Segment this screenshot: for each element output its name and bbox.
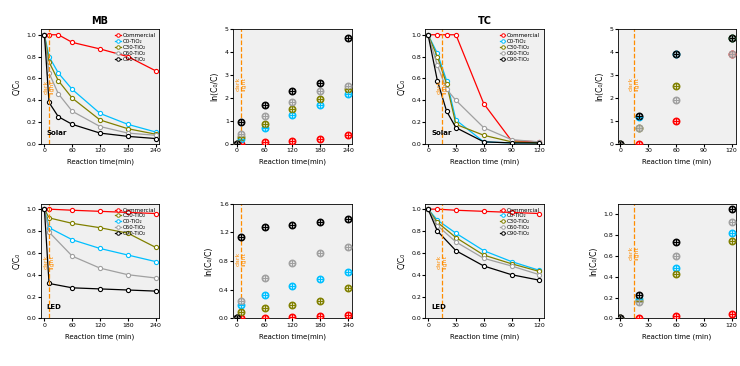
- Text: light: light: [50, 80, 54, 94]
- Text: dark: dark: [437, 80, 442, 94]
- Y-axis label: ln(C₀/C): ln(C₀/C): [595, 72, 604, 101]
- Text: dark: dark: [44, 80, 49, 94]
- Text: TC: TC: [477, 16, 491, 26]
- X-axis label: Reaction time (min): Reaction time (min): [65, 333, 135, 340]
- Text: light: light: [50, 255, 54, 269]
- Text: Solar: Solar: [47, 130, 67, 136]
- X-axis label: Reaction time(min): Reaction time(min): [259, 159, 326, 165]
- Y-axis label: ln(C₀/C): ln(C₀/C): [210, 72, 219, 101]
- Text: LED: LED: [47, 304, 61, 310]
- Text: dark: dark: [44, 254, 49, 269]
- Y-axis label: ln(C₀/C): ln(C₀/C): [204, 246, 213, 276]
- Text: dark: dark: [629, 77, 634, 92]
- Text: light: light: [241, 77, 246, 92]
- Legend: Commercial, C0-TiO₂, C30-TiO₂, C60-TiO₂, C90-TiO₂: Commercial, C0-TiO₂, C30-TiO₂, C60-TiO₂,…: [499, 206, 541, 237]
- Text: dark: dark: [629, 246, 634, 261]
- Text: dark: dark: [236, 77, 241, 92]
- X-axis label: Reaction time(min): Reaction time(min): [67, 159, 133, 165]
- Y-axis label: C/C₀: C/C₀: [12, 79, 21, 95]
- Text: dark: dark: [236, 252, 241, 266]
- Text: light: light: [635, 77, 640, 92]
- X-axis label: Reaction time (min): Reaction time (min): [642, 159, 712, 165]
- X-axis label: Reaction time (min): Reaction time (min): [642, 333, 712, 340]
- Text: light: light: [443, 80, 448, 94]
- Y-axis label: C/C₀: C/C₀: [12, 253, 21, 269]
- Legend: Commercial, C0-TiO₂, C30-TiO₂, C60-TiO₂, C90-TiO₂: Commercial, C0-TiO₂, C30-TiO₂, C60-TiO₂,…: [114, 32, 157, 63]
- Y-axis label: C/C₀: C/C₀: [397, 253, 406, 269]
- Text: dark: dark: [437, 254, 442, 269]
- X-axis label: Reaction time (min): Reaction time (min): [450, 159, 519, 165]
- Text: light: light: [635, 246, 640, 260]
- Legend: Commercial, C30-TiO₂, C0-TiO₂, C60-TiO₂, C90-TiO₂: Commercial, C30-TiO₂, C0-TiO₂, C60-TiO₂,…: [114, 206, 157, 237]
- X-axis label: Reaction time(min): Reaction time(min): [259, 333, 326, 340]
- Y-axis label: C/C₀: C/C₀: [397, 79, 406, 95]
- Text: LED: LED: [431, 304, 446, 310]
- Text: MB: MB: [92, 16, 109, 26]
- Text: light: light: [443, 255, 448, 269]
- Legend: Commercial, C0-TiO₂, C30-TiO₂, C60-TiO₂, C90-TiO₂: Commercial, C0-TiO₂, C30-TiO₂, C60-TiO₂,…: [499, 32, 541, 63]
- Text: light: light: [241, 252, 246, 266]
- X-axis label: Reaction time (min): Reaction time (min): [450, 333, 519, 340]
- Y-axis label: ln(C₀/C): ln(C₀/C): [589, 246, 598, 276]
- Text: Solar: Solar: [431, 130, 451, 136]
